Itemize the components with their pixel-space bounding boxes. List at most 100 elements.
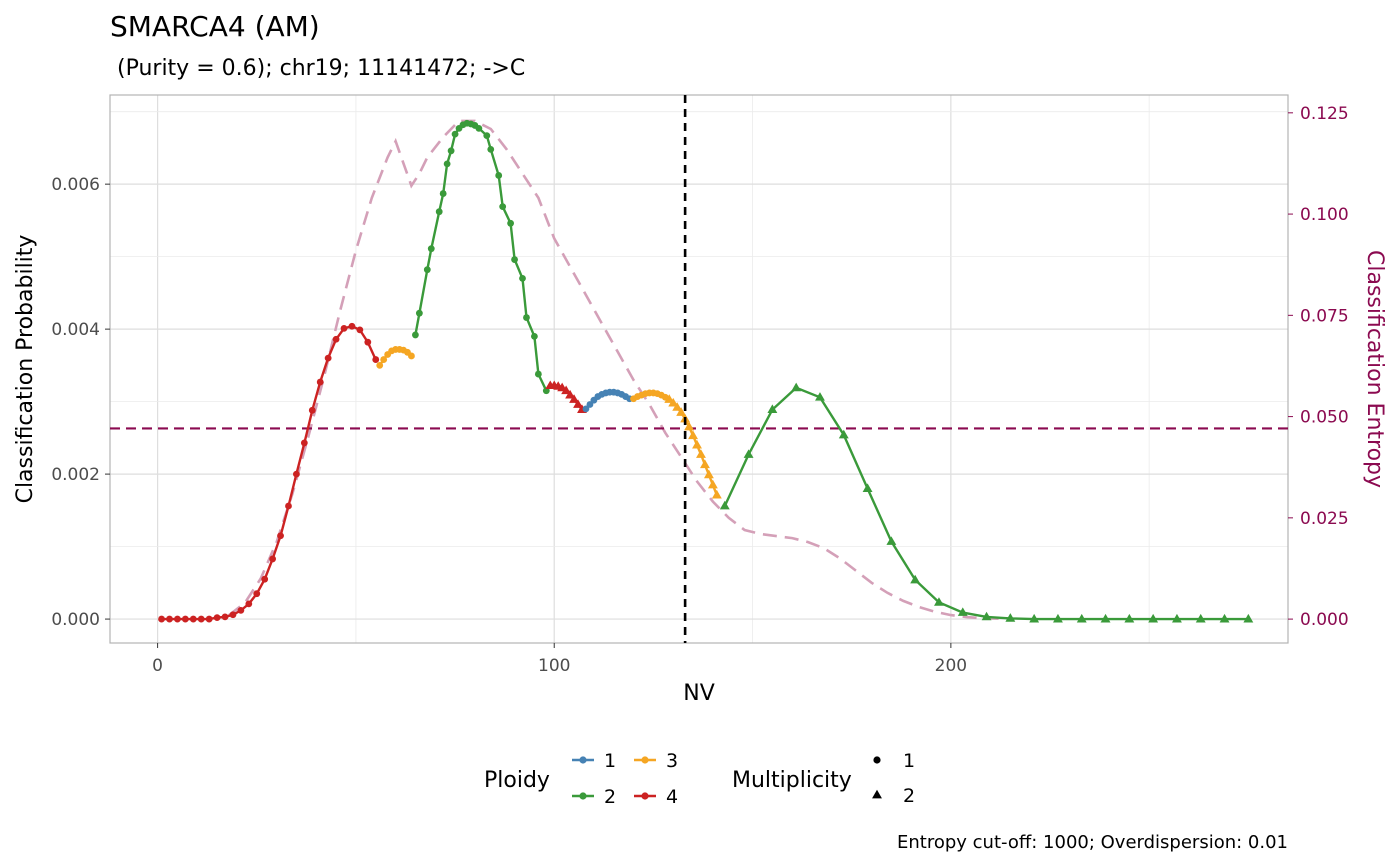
data-point — [475, 124, 483, 132]
data-point — [372, 356, 380, 363]
chart-subtitle: (Purity = 0.6); chr19; 11141472; ->C — [110, 56, 525, 81]
legend-item-ploidy-3: 3 — [634, 750, 678, 772]
legend-title-multiplicity: Multiplicity — [732, 768, 852, 793]
legend-item-multiplicity-1: 1 — [873, 750, 915, 772]
data-point-triangle — [703, 469, 714, 479]
data-point — [348, 322, 356, 330]
data-point-triangle — [1195, 613, 1206, 623]
data-point-triangle — [707, 479, 718, 489]
legend-key-point — [641, 792, 649, 800]
data-point — [166, 615, 173, 623]
data-point-triangle — [573, 399, 583, 408]
x-axis-title: NV — [683, 681, 715, 706]
data-point-triangle — [767, 404, 778, 413]
data-point-triangle — [1053, 613, 1063, 623]
data-point-triangle — [1076, 613, 1087, 623]
series-line — [161, 324, 377, 621]
data-point-triangle — [711, 489, 722, 499]
data-point-triangle — [1029, 613, 1040, 623]
data-point — [530, 332, 538, 340]
data-point-triangle — [692, 439, 702, 449]
data-point-triangle — [1124, 613, 1135, 623]
data-point — [415, 309, 423, 317]
entropy-curve — [228, 119, 1015, 621]
series-ploidy-2-mult-1 — [412, 119, 550, 395]
data-point-triangle — [743, 449, 754, 458]
data-point-triangle — [981, 611, 992, 621]
series-layer — [158, 119, 1254, 623]
data-point — [237, 606, 245, 614]
legend-label: 4 — [666, 786, 678, 808]
series-ploidy-2-mult-2 — [719, 382, 1254, 623]
data-point-triangle — [684, 421, 695, 431]
data-point — [174, 615, 181, 623]
data-point — [412, 331, 419, 339]
series-ploidy-3-mult-2 — [664, 394, 722, 499]
data-point-triangle — [886, 536, 897, 545]
legend-label: 1 — [604, 750, 616, 772]
entropy-layer — [228, 119, 1015, 621]
y-tick-label: 0.000 — [51, 610, 100, 630]
data-point-triangle — [719, 500, 730, 510]
y2-axis-title: Classification Entropy — [1362, 250, 1387, 488]
data-point-triangle — [696, 449, 706, 458]
legend-item-ploidy-2: 2 — [572, 786, 616, 808]
legend-item-multiplicity-2: 2 — [872, 785, 915, 807]
data-point-triangle — [1219, 613, 1230, 623]
legend-key-point — [641, 756, 649, 764]
data-point — [316, 378, 324, 386]
data-point — [447, 147, 455, 155]
data-point-triangle — [862, 483, 873, 492]
data-point — [507, 219, 514, 227]
data-point-triangle — [838, 429, 849, 439]
data-point-triangle — [1148, 613, 1159, 623]
y-tick-label: 0.002 — [51, 465, 100, 485]
legend-label: 3 — [666, 750, 678, 772]
data-point — [487, 145, 495, 153]
y2-tick-label: 0.050 — [1300, 408, 1349, 428]
data-point — [205, 615, 213, 623]
data-point-triangle — [1005, 613, 1016, 622]
grid — [110, 95, 1288, 643]
data-point — [523, 314, 530, 321]
data-point — [181, 615, 189, 623]
data-point-triangle — [672, 402, 683, 411]
axes-layer: 0 100 200 0.000 0.002 0.004 0.006 0.000 0.025 0.0… — [51, 104, 1348, 676]
data-point-triangle — [565, 389, 576, 399]
data-point — [332, 335, 340, 343]
data-point — [253, 590, 261, 598]
data-point — [483, 132, 491, 139]
legend: Ploidy 1 2 3 4 Multiplicity 1 2 — [484, 750, 915, 808]
data-point — [495, 172, 503, 179]
data-point — [356, 326, 364, 334]
data-point — [499, 203, 507, 211]
legend-item-ploidy-1: 1 — [572, 750, 616, 772]
data-point — [340, 325, 348, 332]
data-point — [277, 532, 284, 540]
y-tick-label: 0.006 — [51, 175, 100, 195]
series-line — [723, 386, 1249, 621]
y2-tick-label: 0.125 — [1300, 104, 1349, 124]
data-point-triangle — [791, 382, 802, 392]
data-point — [213, 614, 221, 622]
series-ploidy-3-mult-1 — [376, 346, 415, 369]
data-point — [285, 502, 292, 510]
data-point — [245, 600, 253, 608]
data-point — [451, 130, 459, 138]
data-point-triangle — [700, 459, 710, 469]
data-point-triangle — [676, 407, 687, 416]
legend-label: 2 — [903, 785, 915, 807]
legend-key-point — [579, 792, 587, 800]
x-tick-label: 100 — [538, 656, 570, 676]
data-point — [380, 356, 388, 363]
data-point — [308, 406, 316, 414]
data-point-triangle — [561, 385, 572, 395]
data-point — [435, 208, 443, 216]
series-ploidy-4-mult-1 — [158, 322, 380, 623]
legend-label: 1 — [903, 750, 915, 772]
data-point — [423, 266, 431, 274]
data-point-triangle — [1243, 613, 1254, 623]
data-point-triangle — [1100, 613, 1111, 623]
data-point — [534, 370, 542, 378]
